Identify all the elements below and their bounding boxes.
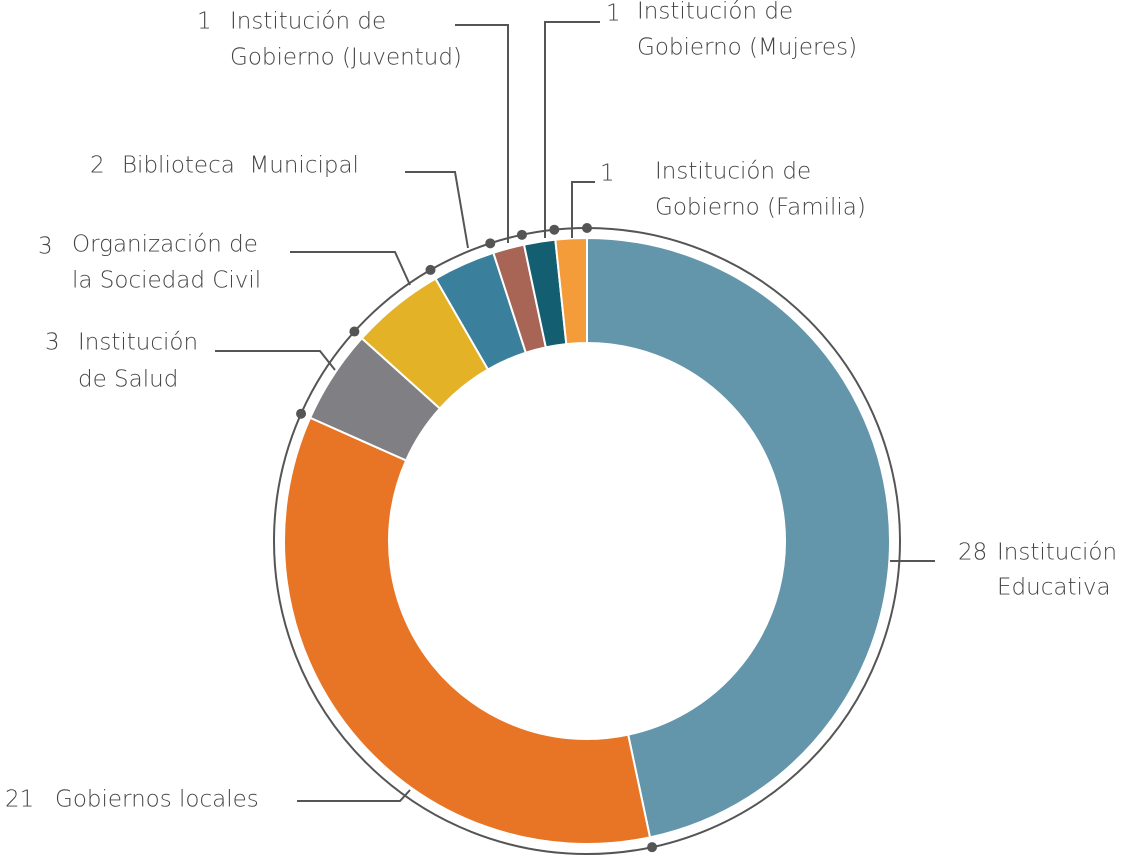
category-label: Organización de bbox=[72, 232, 258, 258]
ring-dot bbox=[549, 224, 560, 235]
category-label: Institución de bbox=[637, 0, 793, 25]
leader-line bbox=[215, 350, 336, 371]
donut-slice bbox=[283, 416, 652, 845]
category-label: Educativa bbox=[997, 575, 1111, 601]
ring-dot bbox=[425, 264, 436, 275]
leader-line bbox=[297, 789, 411, 802]
category-label: Gobierno (Juventud) bbox=[230, 45, 462, 71]
leader-line bbox=[455, 24, 509, 243]
value-label: 3 bbox=[38, 234, 53, 260]
ring-dot bbox=[582, 223, 592, 233]
ring-dot bbox=[485, 238, 496, 249]
category-label: Gobierno (Familia) bbox=[655, 195, 866, 221]
category-label: Institución bbox=[78, 330, 198, 356]
value-label: 1 bbox=[606, 1, 621, 27]
value-label: 1 bbox=[600, 161, 615, 187]
donut-slice bbox=[586, 236, 891, 839]
value-label: 28 bbox=[958, 540, 987, 566]
category-label: Institución de bbox=[230, 9, 386, 35]
category-label: Gobierno (Mujeres) bbox=[637, 35, 857, 61]
leader-line bbox=[405, 171, 469, 249]
category-label: la Sociedad Civil bbox=[72, 268, 261, 294]
category-label: Gobiernos locales bbox=[55, 787, 259, 813]
value-label: 3 bbox=[45, 330, 60, 356]
ring-dot bbox=[516, 229, 527, 240]
value-label: 1 bbox=[197, 9, 212, 35]
category-label: de Salud bbox=[78, 367, 178, 393]
value-label: 21 bbox=[5, 787, 34, 813]
category-label: Institución de bbox=[655, 159, 811, 185]
leader-line bbox=[571, 181, 595, 238]
ring-dot bbox=[349, 326, 360, 337]
ring-dot bbox=[296, 408, 307, 419]
ring-dot bbox=[647, 842, 658, 853]
donut-slice bbox=[554, 236, 588, 346]
value-label: 2 bbox=[90, 153, 105, 179]
leader-line bbox=[544, 21, 600, 238]
category-label: Biblioteca Municipal bbox=[122, 153, 359, 179]
category-label: Institución bbox=[997, 540, 1117, 566]
leader-line bbox=[290, 251, 411, 286]
